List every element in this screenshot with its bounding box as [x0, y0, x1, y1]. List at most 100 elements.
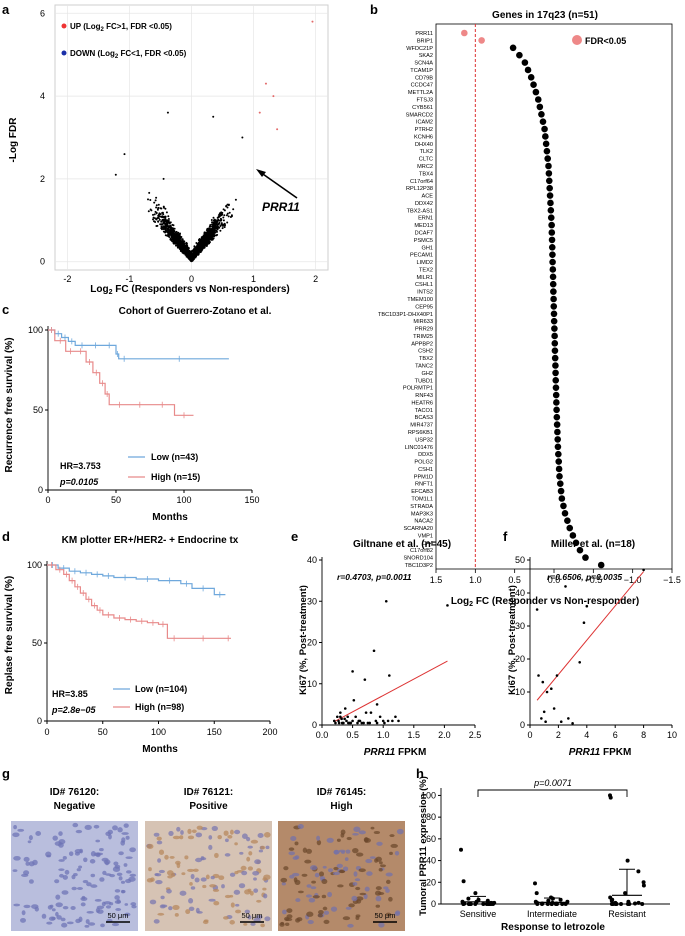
g-cell-nucleus — [116, 899, 121, 904]
a-gene-point — [162, 177, 165, 180]
g-cell-nucleus — [62, 856, 67, 860]
h-pvalue: p=0.0071 — [533, 778, 572, 788]
a-gene-point — [161, 215, 164, 218]
g-cell-nucleus — [21, 910, 26, 916]
g-cell-nucleus — [224, 838, 229, 843]
g-cell-nucleus — [82, 879, 89, 884]
g-cell-nucleus — [281, 882, 286, 886]
panel-c: c Cohort of Guerrero-Zotano et al. 0 50 10… — [2, 302, 272, 523]
a-gene-point — [174, 240, 177, 243]
panel-g: g ID# 76120: Negative 50 μm ID# 76121: Posit… — [2, 766, 405, 931]
h-category-label: Resistant — [608, 909, 646, 919]
a-gene-point — [176, 245, 179, 248]
a-gene-point — [187, 252, 190, 255]
g-cell-nucleus — [172, 835, 181, 840]
g-cell-nucleus — [105, 905, 112, 909]
h-ytick-label: 80 — [426, 812, 436, 822]
g-cell-nucleus — [58, 859, 65, 862]
h-ytick-label: 100 — [421, 790, 436, 800]
a-gene-point — [164, 231, 167, 234]
g-cell-nucleus — [279, 922, 285, 927]
g-cell-nucleus — [158, 869, 165, 874]
e-point — [372, 649, 376, 653]
panel-c-letter: c — [2, 302, 9, 317]
g-cell-nucleus — [294, 841, 299, 846]
g-cell-nucleus — [196, 825, 203, 830]
c-ytick-label: 50 — [33, 405, 43, 415]
g-cell-nucleus — [184, 855, 189, 860]
g-cell-nucleus — [375, 886, 382, 891]
b-gene-point — [549, 266, 557, 273]
g-cell-nucleus — [330, 906, 338, 912]
e-point — [386, 719, 390, 723]
a-gene-point — [177, 241, 180, 244]
g-cell-nucleus — [161, 904, 168, 908]
g-cell-nucleus — [346, 836, 352, 841]
g-cell-nucleus — [114, 895, 120, 900]
b-gene-point — [576, 546, 584, 554]
g-cell-nucleus — [58, 831, 63, 837]
g-cell-nucleus — [243, 923, 248, 926]
g-cell-nucleus — [193, 868, 199, 872]
panel-b-letter: b — [370, 2, 378, 17]
g-cell-nucleus — [318, 910, 324, 915]
g-cell-nucleus — [47, 905, 53, 910]
e-point — [384, 599, 388, 603]
f-point — [541, 680, 545, 684]
g-cell-nucleus — [20, 917, 26, 923]
g-cell-nucleus — [94, 898, 102, 902]
a-gene-point — [153, 201, 156, 204]
b-gene-label: KCNH6 — [414, 134, 433, 140]
g-cell-nucleus — [189, 881, 193, 886]
g-cell-nucleus — [354, 878, 361, 882]
b-gene-label: FTSJ3 — [417, 98, 433, 104]
b-gene-label: POLG2 — [414, 460, 433, 466]
a-gene-point — [192, 258, 195, 261]
e-point — [332, 719, 336, 723]
h-category-label: Sensitive — [460, 909, 497, 919]
f-point — [555, 674, 559, 677]
g-cell-nucleus — [28, 879, 34, 884]
a-gene-point — [196, 244, 199, 247]
g-cell-nucleus — [247, 845, 253, 849]
g-cell-nucleus — [247, 888, 252, 893]
g-cell-nucleus — [284, 916, 290, 921]
g-cell-nucleus — [262, 877, 268, 881]
b-gene-label: LINC01476 — [405, 445, 433, 451]
g-cell-nucleus — [378, 922, 385, 928]
g-cell-nucleus — [27, 840, 32, 844]
g-cell-nucleus — [80, 896, 88, 901]
g-cell-nucleus — [191, 829, 197, 834]
e-point — [366, 721, 370, 725]
b-gene-point — [552, 391, 560, 399]
g-cell-nucleus — [370, 826, 375, 830]
g-cell-nucleus — [365, 858, 373, 864]
b-gene-point — [547, 199, 554, 207]
f-xtick-label: 0 — [527, 730, 532, 740]
g-cell-nucleus — [229, 829, 234, 835]
g-cell-nucleus — [302, 847, 308, 853]
g-cell-nucleus — [115, 908, 122, 911]
g-cell-nucleus — [336, 863, 343, 869]
b-gene-label: PRR11 — [415, 31, 433, 37]
b-gene-label: TBC1D3P2 — [405, 563, 433, 569]
g-cell-nucleus — [369, 856, 376, 859]
g-cell-nucleus — [288, 851, 295, 856]
a-gene-point — [230, 214, 233, 217]
g-cell-nucleus — [181, 872, 186, 876]
a-gene-point — [311, 20, 314, 23]
panel-e-plot: 0.0 0.5 1.0 1.5 2.0 2.5 0 10 20 30 40 — [307, 555, 481, 740]
a-gene-point — [218, 219, 221, 222]
panel-f: f Miller et al. (n=18) 0 2 4 6 8 10 0 10 20 30 40 5… — [503, 529, 677, 758]
g-cell-nucleus — [180, 830, 184, 835]
a-gene-point — [157, 217, 160, 220]
a-gene-point — [217, 222, 220, 225]
b-gene-point — [554, 428, 561, 436]
a-gene-point — [160, 223, 163, 226]
g-cell-nucleus — [244, 909, 250, 914]
f-point — [540, 717, 543, 720]
a-gene-point — [190, 250, 193, 253]
e-point — [343, 717, 346, 721]
g-cell-nucleus — [323, 910, 330, 915]
